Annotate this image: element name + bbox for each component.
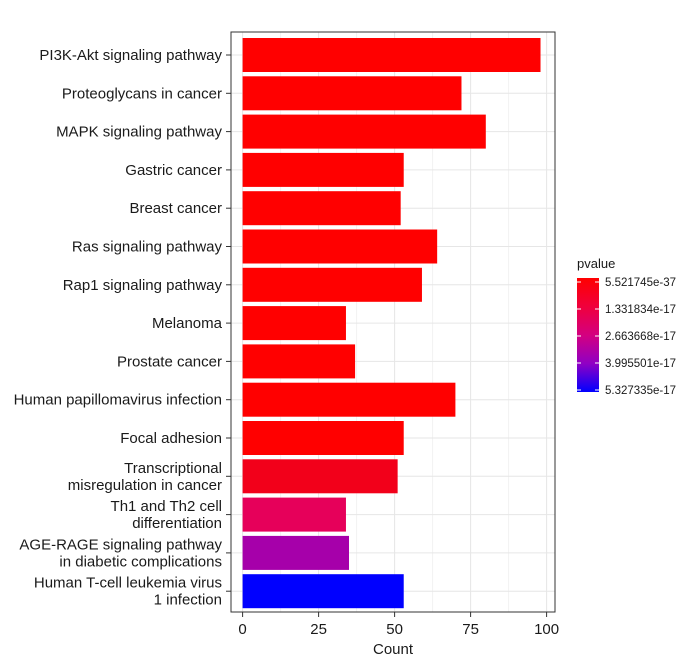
bar [242,152,404,187]
bar [242,421,404,455]
bar [242,344,356,379]
bar [242,459,398,494]
plot-border [230,31,556,613]
y-tick-label: PI3K-Akt signaling pathway [39,47,222,64]
y-tick-label: Th1 and Th2 cell [111,498,222,515]
bar [242,191,401,226]
legend-colorbar [577,278,599,392]
y-tick-label: in diabetic complications [59,553,222,570]
bar [242,382,456,417]
legend-tick-label: 5.327335e-17 [605,385,676,397]
x-tick-label: 75 [462,621,479,638]
bars [242,38,541,609]
y-tick-label: Proteoglycans in cancer [62,85,222,102]
y-tick-label: Prostate cancer [117,353,222,370]
y-tick-label: Breast cancer [129,200,222,217]
y-tick-label: Focal adhesion [120,430,222,447]
bar [242,497,346,532]
y-tick-label: Human papillomavirus infection [14,392,222,409]
y-tick-label: MAPK signaling pathway [56,124,222,141]
bar [242,38,541,72]
x-axis-title: Count [373,641,414,658]
legend-tick-label: 5.521745e-37 [605,277,676,289]
bar [242,306,346,341]
bar [242,535,349,570]
legend-tick-label: 1.331834e-17 [605,304,676,316]
y-tick-label: Rap1 signaling pathway [63,277,223,294]
y-tick-label: Melanoma [152,315,223,332]
y-tick-label: misregulation in cancer [68,477,222,494]
y-tick-label: Human T-cell leukemia virus [34,575,222,592]
x-tick-label: 50 [386,621,403,638]
x-tick-label: 0 [238,621,246,638]
y-tick-label: differentiation [132,515,222,532]
x-tick-label: 100 [534,621,559,638]
y-tick-label: 1 infection [154,592,222,609]
x-axis: 0 25 50 75 100 [238,612,559,638]
legend-tick-label: 3.995501e-17 [605,358,676,370]
color-legend: pvalue 5.521745e-37 1.331834e-17 2.663668e… [577,256,676,397]
bar [242,76,462,111]
bar [242,114,486,149]
y-axis: PI3K-Akt signaling pathway Proteoglycans … [14,47,231,609]
y-tick-label: Gastric cancer [125,162,222,179]
bar [242,229,438,264]
y-tick-label: Transcriptional [124,460,222,477]
bar [242,574,404,609]
bar [242,267,422,302]
legend-tick-label: 2.663668e-17 [605,331,676,343]
x-tick-label: 25 [310,621,327,638]
legend-title: pvalue [577,256,615,271]
y-tick-label: Ras signaling pathway [72,239,223,256]
y-tick-label: AGE-RAGE signaling pathway [19,536,222,553]
